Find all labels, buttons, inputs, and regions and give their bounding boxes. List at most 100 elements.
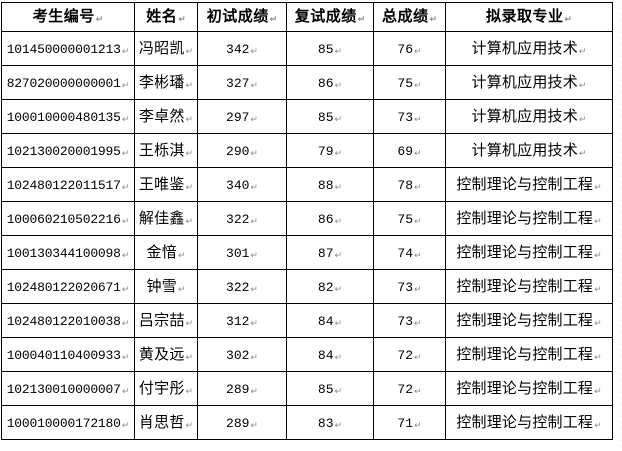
- cell-reexam-score: 85↵: [286, 31, 374, 66]
- cell-exam-id: 100010000172180↵: [1, 405, 135, 440]
- cell-preliminary-score: 289↵: [197, 405, 287, 440]
- paragraph-mark-icon: ↵: [414, 148, 422, 159]
- cell-reexam-score-value: 88: [317, 177, 334, 193]
- table-row: 102480122020671↵ 钟雪↵ 322↵ 82↵ 73↵ 控制理论与控制工程↵: [1, 269, 613, 304]
- cell-reexam-score: 83↵: [286, 405, 374, 440]
- cell-reexam-score-value: 86: [317, 211, 334, 227]
- cell-name-value: 付宇彤: [138, 378, 185, 397]
- cell-total-score-value: 73: [397, 279, 414, 295]
- paragraph-mark-icon: ↵: [121, 148, 130, 159]
- cell-name-value: 冯昭凯: [138, 38, 185, 57]
- paragraph-mark-icon: ↵: [185, 386, 194, 397]
- paragraph-mark-icon: ↵: [250, 148, 258, 159]
- column-header-reexam-score-label: 复试成绩: [294, 9, 357, 25]
- paragraph-mark-icon: ↵: [334, 148, 343, 159]
- cell-preliminary-score: 322↵: [197, 269, 287, 304]
- paragraph-mark-icon: ↵: [334, 182, 343, 193]
- table-row: 102480122010038↵ 吕宗喆↵ 312↵ 84↵ 73↵ 控制理论与控制工程↵: [1, 303, 613, 338]
- paragraph-mark-icon: ↵: [414, 250, 422, 261]
- table-row: 100130344100098↵ 金愔↵ 301↵ 87↵ 74↵ 控制理论与控制工程↵: [1, 235, 613, 270]
- paragraph-mark-icon: ↵: [185, 80, 194, 91]
- paragraph-mark-icon: ↵: [185, 46, 194, 57]
- cell-major-value: 计算机应用技术: [471, 72, 578, 91]
- paragraph-mark-icon: ↵: [185, 352, 194, 363]
- cell-total-score-value: 71: [397, 415, 414, 431]
- cell-preliminary-score-value: 327: [226, 75, 250, 91]
- cell-total-score-value: 75: [397, 75, 414, 91]
- admission-list-table: 考生编号↵ 姓名↵ 初试成绩↵ 复试成绩↵ 总成绩↵ 拟录取专业↵: [1, 2, 613, 440]
- cell-major: 控制理论与控制工程↵: [445, 405, 613, 440]
- cell-major-value: 控制理论与控制工程: [456, 174, 594, 193]
- cell-preliminary-score-value: 322: [226, 279, 250, 295]
- cell-major-value: 计算机应用技术: [471, 38, 578, 57]
- column-header-name-label: 姓名: [146, 9, 178, 25]
- cell-major: 计算机应用技术↵: [445, 65, 613, 100]
- cell-exam-id-value: 100010000480135: [6, 109, 121, 125]
- column-header-exam-id: 考生编号↵: [1, 2, 135, 32]
- paragraph-mark-icon: ↵: [334, 216, 343, 227]
- paragraph-mark-icon: ↵: [414, 318, 422, 329]
- column-header-preliminary-score: 初试成绩↵: [197, 2, 287, 32]
- cell-total-score: 75↵: [373, 65, 446, 100]
- cell-reexam-score: 88↵: [286, 167, 374, 202]
- cell-reexam-score-value: 85: [317, 109, 334, 125]
- table-row: 827020000000001↵ 李彬璠↵ 327↵ 86↵ 75↵ 计算机应用技术↵: [1, 65, 613, 100]
- cell-reexam-score: 84↵: [286, 303, 374, 338]
- table-header-row: 考生编号↵ 姓名↵ 初试成绩↵ 复试成绩↵ 总成绩↵ 拟录取专业↵: [1, 2, 613, 32]
- cell-exam-id-value: 102480122010038: [6, 313, 121, 329]
- paragraph-mark-icon: ↵: [414, 386, 422, 397]
- paragraph-mark-icon: ↵: [121, 46, 130, 57]
- paragraph-mark-icon: ↵: [177, 250, 186, 261]
- cell-name: 钟雪↵: [134, 269, 198, 304]
- paragraph-mark-icon: ↵: [250, 386, 258, 397]
- cell-exam-id: 102480122010038↵: [1, 303, 135, 338]
- table-row: 100040110400933↵ 黄及远↵ 302↵ 84↵ 72↵ 控制理论与控制工程↵: [1, 337, 613, 372]
- cell-reexam-score: 85↵: [286, 371, 374, 406]
- table-row: 100060210502216↵ 解佳鑫↵ 322↵ 86↵ 75↵ 控制理论与控制工程↵: [1, 201, 613, 236]
- cell-total-score: 75↵: [373, 201, 446, 236]
- cell-name: 解佳鑫↵: [134, 201, 198, 236]
- table-row: 102130020001995↵ 王栎淇↵ 290↵ 79↵ 69↵ 计算机应用技术↵: [1, 133, 613, 168]
- paragraph-mark-icon: ↵: [334, 420, 343, 431]
- cell-major-value: 计算机应用技术: [471, 140, 578, 159]
- paragraph-mark-icon: ↵: [250, 182, 258, 193]
- cell-reexam-score: 84↵: [286, 337, 374, 372]
- paragraph-mark-icon: ↵: [121, 114, 130, 125]
- cell-preliminary-score-value: 342: [226, 41, 250, 57]
- cell-total-score-value: 73: [397, 109, 414, 125]
- paragraph-mark-icon: ↵: [121, 352, 130, 363]
- paragraph-mark-icon: ↵: [414, 182, 422, 193]
- cell-major: 控制理论与控制工程↵: [445, 371, 613, 406]
- cell-name-value: 王唯鉴: [138, 174, 185, 193]
- cell-major: 控制理论与控制工程↵: [445, 269, 613, 304]
- paragraph-mark-icon: ↵: [594, 318, 602, 329]
- cell-total-score-value: 69: [397, 143, 414, 159]
- cell-name-value: 李彬璠: [138, 72, 185, 91]
- cell-exam-id-value: 101450000001213: [6, 41, 121, 57]
- cell-exam-id-value: 100060210502216: [6, 211, 121, 227]
- cell-total-score: 71↵: [373, 405, 446, 440]
- cell-total-score-value: 72: [397, 381, 414, 397]
- cell-total-score-value: 74: [397, 245, 414, 261]
- table-row: 102130010000007↵ 付宇彤↵ 289↵ 85↵ 72↵ 控制理论与控制工程↵: [1, 371, 613, 406]
- cell-reexam-score-value: 83: [317, 415, 334, 431]
- table-body: 101450000001213↵ 冯昭凯↵ 342↵ 85↵ 76↵ 计算机应用技术↵ 82…: [1, 31, 613, 440]
- cell-name-value: 金愔: [146, 242, 177, 261]
- paragraph-mark-icon: ↵: [121, 284, 130, 295]
- cell-exam-id: 102130010000007↵: [1, 371, 135, 406]
- paragraph-mark-icon: ↵: [334, 114, 343, 125]
- paragraph-mark-icon: ↵: [250, 318, 258, 329]
- cell-name: 付宇彤↵: [134, 371, 198, 406]
- cell-reexam-score: 87↵: [286, 235, 374, 270]
- paragraph-mark-icon: ↵: [334, 318, 343, 329]
- cell-total-score: 78↵: [373, 167, 446, 202]
- paragraph-mark-icon: ↵: [185, 114, 194, 125]
- paragraph-mark-icon: ↵: [250, 114, 258, 125]
- cell-reexam-score-value: 79: [317, 143, 334, 159]
- cell-preliminary-score-value: 290: [226, 143, 250, 159]
- cell-reexam-score-value: 82: [317, 279, 334, 295]
- cell-exam-id: 100130344100098↵: [1, 235, 135, 270]
- cell-name-value: 吕宗喆: [138, 310, 185, 329]
- cell-total-score: 76↵: [373, 31, 446, 66]
- cell-total-score-value: 75: [397, 211, 414, 227]
